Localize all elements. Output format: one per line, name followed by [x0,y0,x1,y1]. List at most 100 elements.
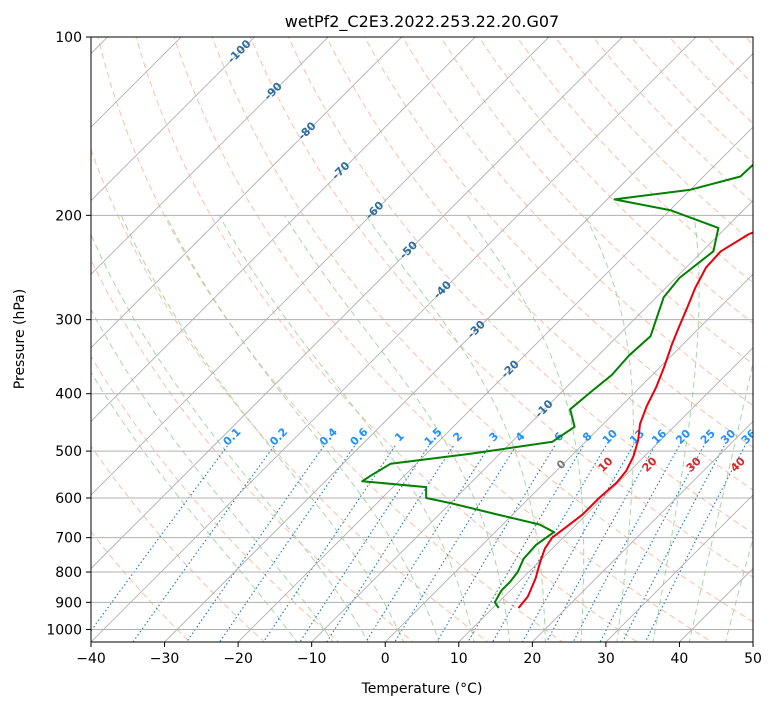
dry-adiabat-line [771,24,775,645]
isotherm-label: -30 [465,318,488,341]
x-tick-label: 30 [597,651,615,667]
dry-adiabat-line [20,24,417,645]
moist-adiabat-label: 30 [684,454,704,474]
dry-adiabat-line [320,24,775,645]
y-tick-label: 1000 [46,622,82,638]
mixing-ratio-line [545,446,655,645]
y-tick-label: 800 [55,565,82,581]
mixing-ratio-line [599,446,704,645]
dry-adiabat-line [583,24,775,645]
mixing-ratio-line [644,446,745,645]
mixing-ratio-label: 3 [487,430,502,445]
y-tick-label: 500 [55,444,82,460]
mixing-ratio-line [131,446,274,645]
mixing-ratio-label: 16 [649,427,669,447]
dry-adiabat-line [433,24,775,645]
mixing-ratio-line [491,446,606,645]
isotherm-line [15,24,636,645]
y-tick-label: 900 [55,595,82,611]
isotherm-line [530,24,775,645]
dry-adiabat-line [358,24,775,645]
mixing-ratio-line [325,446,453,645]
isotherm-label: -20 [499,357,522,380]
dewpoint-profile-line [362,37,775,608]
mixing-ratio-line [467,446,583,645]
mixing-ratio-label: 10 [600,427,620,447]
isotherm-line [89,24,710,645]
dry-adiabat-line [395,24,775,645]
dry-adiabat-line [95,24,566,645]
isotherm-label: -40 [431,278,454,301]
dry-adiabat-line [733,24,775,645]
mixing-ratio-label: 25 [698,427,718,447]
mixing-ratio-label: 0.1 [221,425,244,448]
isotherm-label: -60 [363,199,386,222]
x-tick-label: 10 [450,651,468,667]
isotherm-line [0,24,415,645]
isotherm-line [0,24,194,645]
mixing-ratio-line [298,446,428,645]
x-tick-label: −40 [76,651,106,667]
mixing-ratio-line [262,446,395,645]
y-tick-label: 700 [55,531,82,547]
mixing-ratio-label: 1 [392,430,407,445]
mixing-ratio-label: 0.2 [267,425,290,448]
mixing-ratio-line [521,446,633,645]
mixing-ratio-line [393,446,516,645]
dry-adiabat-line [0,24,192,645]
dry-adiabat-line [696,24,775,645]
moist-adiabat-label: 10 [596,454,616,474]
isotherm-line [383,24,775,645]
y-tick-label: 600 [55,491,82,507]
isotherm-label: -70 [329,159,352,182]
dry-adiabat-line [132,24,641,645]
dry-adiabat-line [245,24,775,645]
mixing-ratio-label: 1.5 [422,425,445,448]
mixing-ratio-label: 36 [739,427,759,447]
isotherm-label: -90 [262,79,285,102]
mixing-ratio-label: 0.6 [348,425,371,448]
mixing-ratio-label: 20 [673,427,693,447]
isotherm-label: -100 [225,37,254,66]
y-tick-label: 300 [55,313,82,329]
x-tick-label: −20 [223,651,253,667]
isotherm-label: -50 [397,238,420,261]
mixing-ratio-label: 30 [718,427,738,447]
x-tick-label: 20 [523,651,541,667]
y-axis-label: Pressure (hPa) [12,289,28,389]
chart-title: wetPf2_C2E3.2022.253.22.20.G07 [285,12,559,32]
x-tick-label: 40 [671,651,689,667]
y-tick-label: 400 [55,387,82,403]
x-tick-label: −30 [150,651,180,667]
dry-adiabat-line [283,24,775,645]
mixing-ratio-label: 8 [580,430,595,445]
x-tick-label: 50 [744,651,762,667]
mixing-ratio-label: 4 [513,429,528,444]
mixing-ratio-line [218,446,355,645]
y-tick-label: 200 [55,208,82,224]
moist-adiabat-label: 20 [640,454,660,474]
moist-adiabat-line [49,215,335,644]
isotherm-line [0,24,268,645]
background-grid [0,24,775,645]
dry-adiabat-line [545,24,775,645]
mixing-ratio-line [81,446,227,645]
mixing-ratio-line [364,446,489,645]
dry-adiabat-line [0,24,267,645]
dry-adiabat-line [57,24,491,645]
isotherm-line [236,24,775,645]
x-axis-label: Temperature (°C) [361,681,483,697]
mixing-ratio-label: 0.4 [317,425,340,448]
isotherm-label: -80 [295,119,318,142]
moist-adiabat-label: 0 [554,457,569,472]
y-tick-label: 100 [55,30,82,46]
x-tick-label: 0 [381,651,390,667]
dry-adiabat-line [508,24,775,645]
mixing-ratio-label: 2 [451,430,466,445]
mixing-ratio-line [621,446,724,645]
moist-adiabat-line [467,215,584,644]
isotherm-line [751,24,775,645]
